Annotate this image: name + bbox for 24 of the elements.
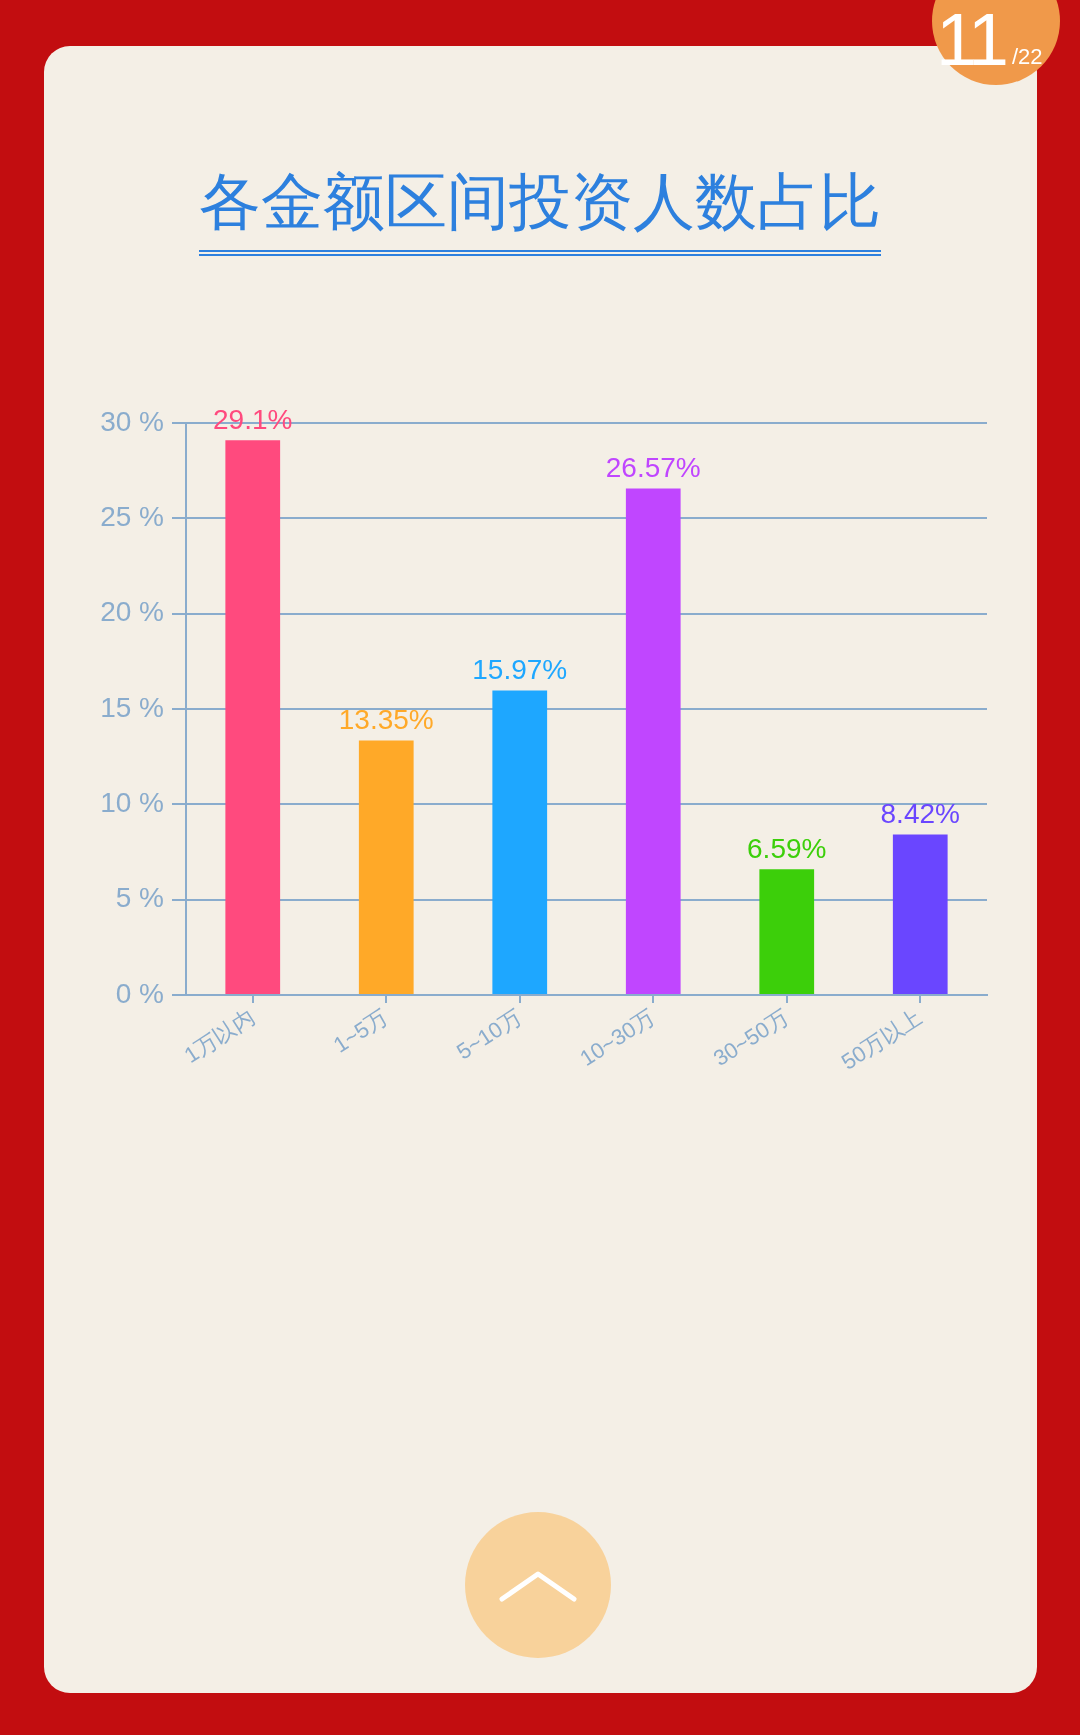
data-label: 6.59%: [747, 833, 827, 865]
text: /22: [1012, 44, 1043, 70]
x-tick-label: 1~5万: [328, 1004, 393, 1058]
y-tick-label: 25 %: [100, 501, 164, 533]
y-tick-label: 10 %: [100, 787, 164, 819]
y-tick-label: 20 %: [100, 596, 164, 628]
y-tick-label: 0 %: [115, 977, 164, 1009]
bar: [759, 869, 815, 994]
y-tick-label: 30 %: [100, 405, 164, 437]
bar: [492, 690, 548, 994]
chart-title: 各金额区间投资人数占比: [199, 166, 881, 256]
bar: [358, 740, 414, 994]
y-tick-label: 15 %: [100, 691, 164, 723]
data-label: 13.35%: [338, 704, 434, 736]
data-label: 8.42%: [880, 798, 960, 830]
x-tick-label: 1万以内: [179, 1004, 259, 1068]
data-label: 15.97%: [472, 654, 568, 686]
bar: [625, 488, 681, 994]
bar: [892, 834, 948, 994]
bar: [225, 440, 281, 994]
y-tick-label: 5 %: [115, 882, 164, 914]
data-label: 26.57%: [605, 452, 701, 484]
text: 11: [936, 0, 1005, 81]
x-tick-label: 50万以上: [836, 1004, 927, 1075]
